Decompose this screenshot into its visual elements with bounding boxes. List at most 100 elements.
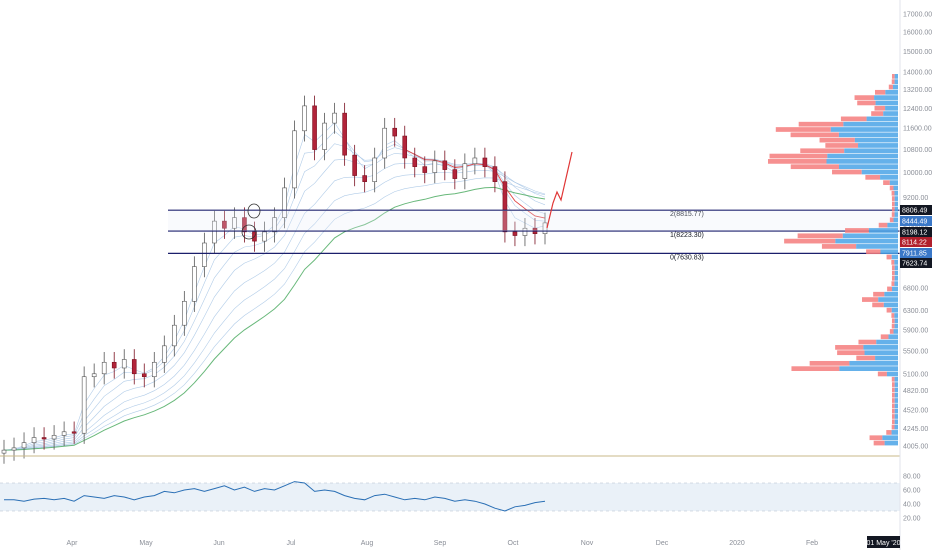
volume-profile-buy xyxy=(827,153,898,159)
volume-profile-sell xyxy=(871,111,884,116)
volume-profile-buy xyxy=(894,323,898,329)
price-tick-label: 6800.00 xyxy=(903,285,928,292)
volume-profile-buy xyxy=(835,238,898,244)
price-tick-label: 4820.00 xyxy=(903,388,928,395)
rsi-tick-label: 40.00 xyxy=(903,502,921,509)
candle-body xyxy=(412,157,418,167)
volume-profile-buy xyxy=(843,121,898,127)
time-axis[interactable]: Apr May Jun Jul Aug Sep Oct Nov Dec 2020 Feb 01 May… xyxy=(67,536,901,548)
candle-body xyxy=(11,447,17,451)
volume-profile-buy xyxy=(894,313,898,318)
volume-profile-sell xyxy=(874,105,886,111)
volume-profile-buy xyxy=(875,100,898,106)
volume-profile-sell xyxy=(891,313,895,318)
rsi-band xyxy=(0,483,900,511)
time-tick-label: 2020 xyxy=(729,540,745,547)
candle-body xyxy=(382,127,388,159)
volume-profile-sell xyxy=(832,169,862,175)
volume-profile-buy xyxy=(883,302,898,308)
volume-profile-buy xyxy=(894,392,898,398)
volume-profile-sell xyxy=(775,127,831,132)
candlestick-series xyxy=(1,95,548,464)
candle-body xyxy=(111,361,117,369)
volume-profile-buy xyxy=(894,79,898,85)
volume-profile-buy xyxy=(858,143,898,148)
candle-body xyxy=(192,266,197,302)
volume-profile-buy xyxy=(894,201,898,207)
price-tag-bg xyxy=(900,216,932,226)
price-tick-label: 10000.00 xyxy=(903,170,932,177)
volume-profile-buy xyxy=(838,132,898,138)
volume-profile-buy xyxy=(886,371,898,377)
price-tag-text: 7623.74 xyxy=(902,261,927,268)
candle-body xyxy=(232,217,237,229)
candle-body xyxy=(61,431,67,436)
volume-profile-sell xyxy=(857,100,876,106)
price-tag-bg xyxy=(900,205,932,215)
volume-profile-buy xyxy=(894,74,898,79)
volume-profile-sell xyxy=(886,254,892,260)
candle-body xyxy=(542,222,548,234)
volume-profile-sell xyxy=(892,414,895,419)
volume-profile-buy xyxy=(894,206,898,212)
volume-profile-sell xyxy=(891,382,895,387)
volume-profile-sell xyxy=(869,435,883,441)
volume-profile-buy xyxy=(856,244,898,249)
volume-profile-sell xyxy=(825,143,859,148)
volume-profile-sell xyxy=(887,286,893,292)
candle-body xyxy=(402,135,408,159)
volume-profile-sell xyxy=(866,249,881,255)
candle-body xyxy=(202,242,207,267)
volume-profile-sell xyxy=(891,79,895,85)
volume-profile-buy xyxy=(894,408,898,414)
volume-profile-buy xyxy=(894,376,898,382)
volume-profile-sell xyxy=(889,217,894,223)
price-tag-bg xyxy=(900,237,932,247)
volume-profile-sell xyxy=(769,153,828,159)
current-date-tag-text: 01 May '20 xyxy=(866,540,900,547)
price-tag-text: 7911.85 xyxy=(902,251,927,258)
candle-body xyxy=(472,157,478,165)
volume-profile-buy xyxy=(844,148,898,154)
volume-profile-buy xyxy=(893,185,898,191)
candle-body xyxy=(81,376,87,434)
volume-profile-buy xyxy=(882,435,898,441)
volume-profile-sell xyxy=(840,116,867,122)
volume-profile-buy xyxy=(884,291,898,297)
candle-body xyxy=(432,160,438,173)
price-tags: 8806.49 8444.49 8198.12 8114.22 7911.85 7623.… xyxy=(900,205,932,268)
candle-body xyxy=(332,112,337,124)
volume-profile-sell xyxy=(891,424,895,430)
candle-body xyxy=(502,181,508,233)
volume-profile-sell xyxy=(790,164,840,170)
price-tag-text: 8114.22 xyxy=(902,240,927,247)
volume-profile-sell xyxy=(880,334,889,340)
volume-profile-sell xyxy=(891,196,895,201)
volume-profile-sell xyxy=(891,323,895,329)
candle-body xyxy=(342,112,347,156)
candle-body xyxy=(151,361,157,378)
volume-profile-buy xyxy=(878,297,898,302)
volume-profile-sell xyxy=(891,201,895,207)
candle-body xyxy=(522,227,528,236)
volume-profile-sell xyxy=(878,222,888,228)
volume-profile-sell xyxy=(891,206,895,212)
price-tick-label: 16000.00 xyxy=(903,30,932,37)
volume-profile-buy xyxy=(894,196,898,201)
time-tick-label: Nov xyxy=(581,540,594,547)
volume-profile-sell xyxy=(835,345,864,350)
time-tick-label: May xyxy=(139,540,153,547)
volume-profile-buy xyxy=(894,270,898,276)
volume-profile-sell xyxy=(883,180,890,185)
volume-profile-sell xyxy=(892,392,895,398)
price-tag-text: 8198.12 xyxy=(902,230,927,237)
rsi-tick-label: 60.00 xyxy=(903,488,921,495)
volume-profile-buy xyxy=(868,228,898,233)
price-tag: 8114.22 xyxy=(900,237,932,247)
time-tick-label: Apr xyxy=(67,540,79,547)
candle-body xyxy=(292,130,297,189)
volume-profile-sell xyxy=(892,403,895,409)
candle-body xyxy=(161,345,167,363)
volume-profile-buy xyxy=(884,440,898,446)
